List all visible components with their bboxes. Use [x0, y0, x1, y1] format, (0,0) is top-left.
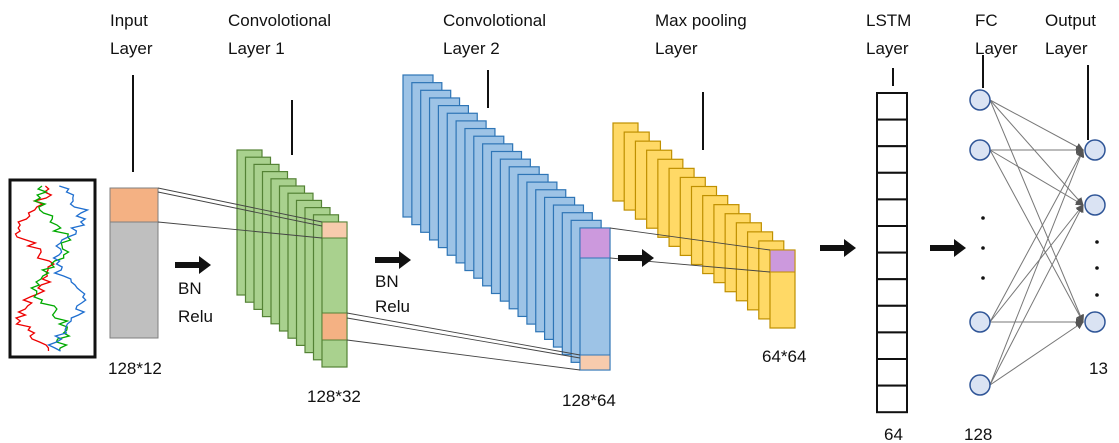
connection [990, 100, 1083, 322]
kernel-patch [770, 250, 795, 272]
layer-title: Layer 2 [443, 39, 500, 58]
activation: Relu [375, 297, 410, 316]
kernel-patch [580, 228, 610, 258]
layer-title: Layer [1045, 39, 1088, 58]
ellipsis-dot [1095, 240, 1099, 244]
layer-size: 64*64 [762, 347, 806, 366]
layer-title: FC [975, 11, 998, 30]
ellipsis-dot [1095, 266, 1099, 270]
diagram: Input Layer Convolotional Layer 1 Convol… [0, 0, 1119, 443]
layer-title: Convolotional [443, 11, 546, 30]
layer-title: Layer [866, 39, 909, 58]
layer-title: Layer [655, 39, 698, 58]
ellipsis-dot [981, 246, 985, 250]
fc-node [970, 140, 990, 160]
output-node [1085, 140, 1105, 160]
arrow [375, 251, 411, 269]
connection [990, 205, 1083, 385]
connection [990, 100, 1083, 150]
feature-map [322, 222, 347, 367]
connection [990, 150, 1083, 205]
layer-size: 128*64 [562, 391, 616, 410]
ellipsis-dot [981, 276, 985, 280]
layer-size: 128*12 [108, 359, 162, 378]
activation: BN [375, 272, 399, 291]
kernel-patch [322, 313, 347, 340]
connection [990, 205, 1083, 322]
layer-size: 13 [1089, 359, 1108, 378]
layer-title: Convolotional [228, 11, 331, 30]
activation: BN [178, 279, 202, 298]
lstm-cell [877, 146, 907, 173]
arrow [618, 249, 654, 267]
signal-box [10, 180, 95, 357]
layer-size: 128*32 [307, 387, 361, 406]
lstm-cell [877, 173, 907, 200]
arrow [820, 239, 856, 257]
lstm-cell [877, 306, 907, 333]
layer-title: Layer [110, 39, 153, 58]
arrow [175, 256, 211, 274]
kernel-patch [580, 355, 610, 370]
projection-line [347, 340, 580, 370]
kernel-patch [322, 222, 347, 238]
activation: Relu [178, 307, 213, 326]
lstm-cell [877, 199, 907, 226]
fc-node [970, 90, 990, 110]
lstm-cell [877, 253, 907, 280]
lstm-cell [877, 332, 907, 359]
arrow [930, 239, 966, 257]
layer-size: 64 [884, 425, 903, 443]
ellipsis-dot [981, 216, 985, 220]
layer-title: Input [110, 11, 148, 30]
layer-title: Layer 1 [228, 39, 285, 58]
layer-title: Layer [975, 39, 1018, 58]
layer-title: Output [1045, 11, 1096, 30]
lstm-cell [877, 279, 907, 306]
input-window [110, 188, 158, 222]
connection [990, 150, 1083, 385]
fc-node [970, 312, 990, 332]
ellipsis-dot [1095, 293, 1099, 297]
connection [990, 100, 1083, 205]
lstm-cell [877, 93, 907, 120]
lstm-cell [877, 120, 907, 147]
connection [990, 322, 1083, 385]
layer-size: 128 [964, 425, 992, 443]
lstm-cell [877, 359, 907, 386]
output-node [1085, 312, 1105, 332]
lstm-cell [877, 226, 907, 253]
layer-title: LSTM [866, 11, 911, 30]
layer-title: Max pooling [655, 11, 747, 30]
output-node [1085, 195, 1105, 215]
lstm-cell [877, 386, 907, 413]
fc-node [970, 375, 990, 395]
